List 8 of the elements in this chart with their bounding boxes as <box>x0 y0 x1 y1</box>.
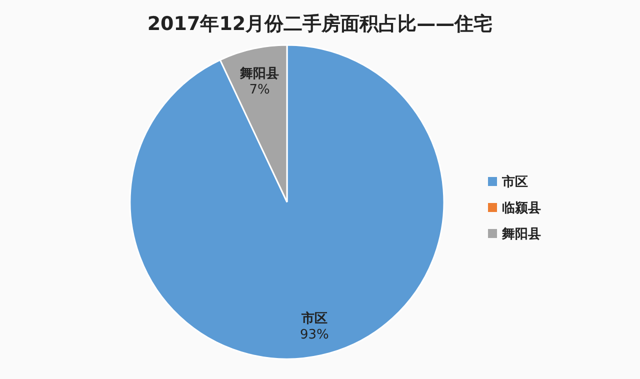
legend-label: 市区 <box>501 174 528 190</box>
slice-label: 舞阳县 <box>239 66 280 82</box>
slice-label: 市区 <box>300 310 328 327</box>
chart-title: 2017年12月份二手房面积占比——住宅 <box>147 13 493 35</box>
legend-label: 舞阳县 <box>501 227 541 242</box>
data-label: 93% <box>300 328 329 343</box>
legend-label: 临颍县 <box>502 201 541 216</box>
data-label: 7% <box>249 82 270 98</box>
